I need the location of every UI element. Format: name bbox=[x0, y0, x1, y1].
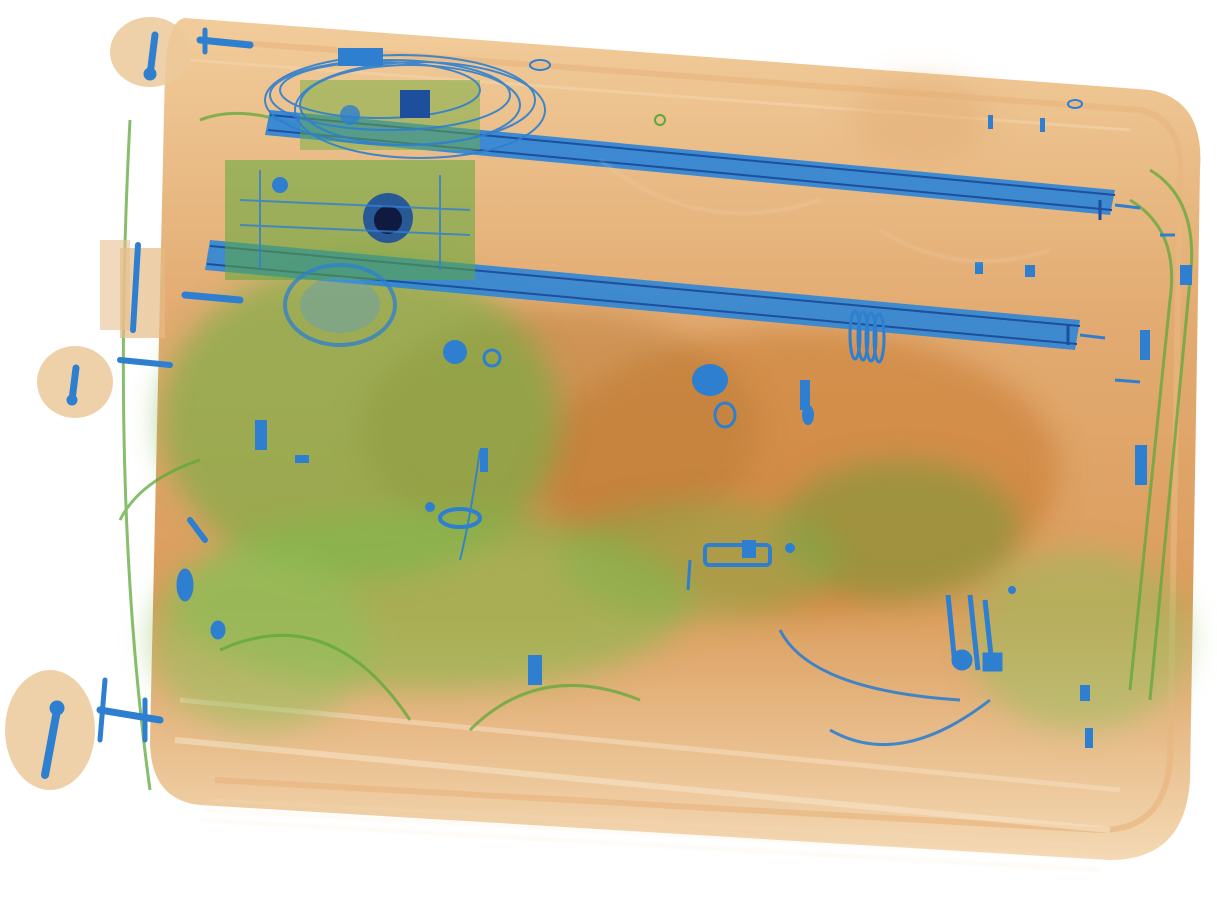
wire-arcs bbox=[459, 449, 991, 747]
round-component bbox=[283, 263, 397, 347]
circuit-board bbox=[225, 48, 551, 280]
scan-texture bbox=[199, 159, 1111, 871]
metal-hooks bbox=[945, 594, 1003, 672]
wheel-axles bbox=[41, 27, 254, 779]
padlock-icon bbox=[686, 540, 772, 591]
coil-spring bbox=[848, 309, 886, 364]
metal-objects bbox=[255, 99, 1192, 748]
mixed-density-items bbox=[150, 260, 1190, 730]
